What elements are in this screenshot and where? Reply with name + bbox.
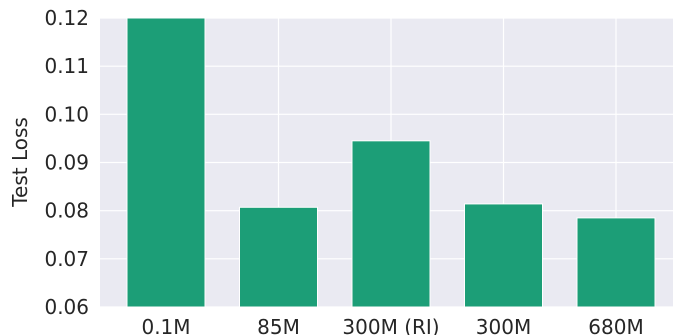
x-tick-label: 0.1M <box>141 315 190 335</box>
x-tick-label: 300M <box>476 315 531 335</box>
bar-300m-ri <box>351 140 431 308</box>
y-tick-label: 0.10 <box>44 102 89 126</box>
x-tick-label: 680M <box>588 315 643 335</box>
y-tick-label: 0.08 <box>44 199 89 223</box>
x-tick-labels: 0.1M 85M 300M (RI) 300M 680M <box>141 315 643 335</box>
bar-85m <box>239 206 318 308</box>
y-tick-label: 0.11 <box>44 54 89 78</box>
y-tick-label: 0.07 <box>44 247 89 271</box>
bar-680m <box>576 217 656 308</box>
y-tick-label: 0.09 <box>44 151 89 175</box>
bar-0-1m <box>126 17 206 308</box>
bar-300m <box>464 203 543 308</box>
x-tick-label: 300M (RI) <box>342 315 439 335</box>
bars <box>126 17 656 308</box>
x-tick-label: 85M <box>257 315 300 335</box>
y-tick-label: 0.06 <box>44 295 89 319</box>
y-tick-labels: 0.06 0.07 0.08 0.09 0.10 0.11 0.12 <box>44 6 89 319</box>
y-tick-label: 0.12 <box>44 6 89 30</box>
y-axis-title: Test Loss <box>8 117 32 208</box>
